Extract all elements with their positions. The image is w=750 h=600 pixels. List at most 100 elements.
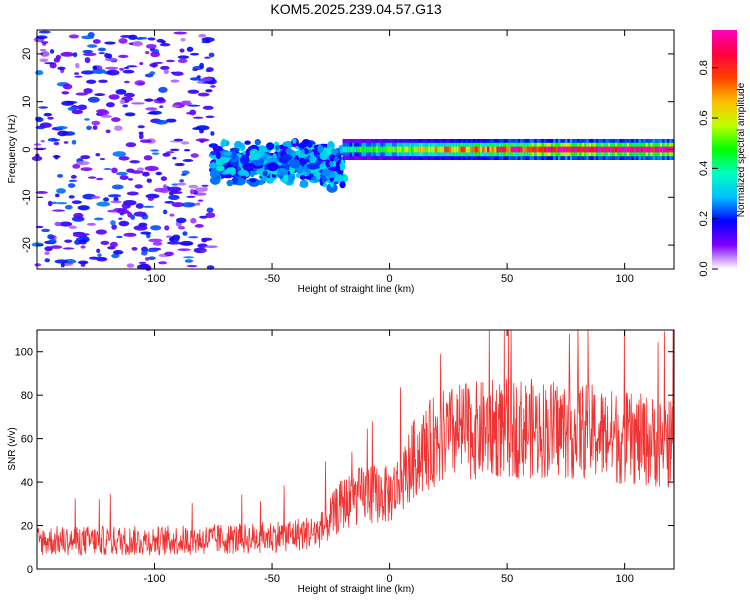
spectrogram-cell	[80, 245, 86, 249]
spectrogram-cell	[176, 182, 187, 186]
y-tick-label: 10	[21, 96, 33, 108]
spectrogram-cell	[165, 151, 175, 154]
spectrogram-cell	[624, 146, 628, 153]
spectrogram-cell	[44, 258, 51, 263]
spectrogram-cell	[188, 184, 199, 189]
y-tick-label: 60	[21, 434, 33, 446]
spectrogram-cell	[59, 221, 73, 227]
spectrogram-cell	[275, 144, 280, 151]
spectrogram-cell	[339, 162, 346, 171]
spectrogram-cell	[515, 146, 519, 153]
spectrogram-cell	[111, 167, 118, 174]
spectrogram-cell	[104, 41, 116, 45]
spectrogram-cell	[93, 217, 104, 221]
spectrogram-cell	[316, 174, 321, 180]
x-tick-label: 50	[501, 573, 513, 585]
spectrogram-cell	[174, 162, 185, 167]
spectrogram-cell	[479, 146, 483, 153]
spectrogram-cell	[144, 165, 159, 172]
spectrogram-cell	[205, 89, 213, 93]
spectrogram-cell	[221, 156, 226, 162]
spectrogram-cell	[458, 146, 462, 153]
spectrogram-cell	[99, 157, 106, 161]
spectrogram-cell	[92, 65, 98, 71]
spectrogram-cell	[460, 146, 464, 153]
spectrogram-cell	[330, 148, 339, 155]
spectrogram-cell	[652, 146, 656, 153]
spectrogram-cell	[489, 146, 493, 153]
spectrogram-cell	[584, 146, 588, 153]
spectrogram-cell	[124, 80, 130, 84]
spectrogram-cell	[201, 77, 213, 82]
spectrogram-cell	[67, 106, 76, 111]
spectrogram-cell	[84, 57, 91, 64]
spectrogram-cell	[110, 200, 122, 204]
spectrogram-cell	[442, 146, 445, 153]
spectrogram-cell	[231, 150, 237, 160]
spectrogram-cell	[134, 184, 143, 189]
spectrogram-cell	[612, 146, 616, 153]
spectrogram-cell	[205, 212, 216, 219]
snr-x-ticks: -100 -50 0 50 100	[144, 330, 634, 585]
spectrogram-noise-cells	[31, 30, 218, 271]
spectrogram-cell	[451, 146, 455, 153]
spectrogram-cell	[91, 120, 101, 126]
spectrogram-cell	[586, 146, 590, 153]
spectrogram-cell	[510, 146, 514, 153]
spectrogram-cell	[206, 67, 214, 73]
spectrogram-cell	[128, 34, 138, 40]
spectrogram-cell	[169, 148, 180, 152]
spectrogram-cell	[72, 232, 86, 238]
spectrogram-cell	[201, 184, 209, 187]
spectrogram-cell	[141, 246, 148, 253]
spectrogram-cell	[617, 146, 621, 153]
spectrogram-cell	[64, 204, 73, 210]
spectrogram-cell	[626, 146, 630, 153]
spectrogram-cell	[100, 240, 110, 246]
spectrogram-cell	[486, 146, 490, 153]
spectrogram-cell	[444, 146, 448, 153]
spectrogram-cell	[197, 243, 208, 248]
spectrogram-cell	[148, 238, 163, 243]
spectrogram-cell	[118, 220, 130, 227]
spectrogram-cell	[267, 157, 279, 164]
spectrogram-cell	[180, 173, 187, 176]
spectrogram-cell	[425, 146, 429, 153]
spectrogram-cell	[67, 183, 76, 188]
snr-xlabel: Height of straight line (km)	[298, 584, 415, 595]
spectrogram-cell	[629, 146, 632, 153]
spectrogram-cell	[105, 66, 119, 70]
colorbar: 0.0 0.2 0.4 0.6 0.8 Normalized spectral ampl…	[698, 30, 747, 277]
spectrogram-cell	[180, 141, 190, 145]
spectrogram-cell	[430, 146, 434, 153]
spectrogram-cell	[95, 229, 107, 235]
spectrogram-cell	[150, 51, 160, 58]
spectrogram-cell	[574, 146, 578, 153]
spectrogram-cell	[167, 241, 181, 245]
spectrogram-cell	[361, 146, 365, 153]
spectrogram-cell	[619, 146, 623, 153]
spectrogram-cell	[75, 62, 80, 69]
spectrogram-cell	[199, 215, 208, 219]
spectrogram-cell	[105, 129, 111, 134]
spectrogram-cell	[119, 99, 126, 105]
spectrogram-cell	[534, 146, 538, 153]
spectrogram-cell	[199, 128, 204, 134]
spectrogram-cell	[520, 146, 524, 153]
spectrogram-cell	[524, 146, 528, 153]
spectrogram-cell	[51, 201, 58, 204]
spectrogram-cell	[86, 125, 92, 131]
spectrogram-cell	[204, 56, 211, 59]
spectrogram-cell	[96, 177, 104, 181]
spectrogram-cell	[610, 146, 614, 153]
spectrogram-cell	[319, 151, 329, 161]
spectrogram-cell	[380, 146, 384, 153]
spectrogram-cell	[138, 36, 148, 40]
spectrogram-cell	[621, 146, 625, 153]
spectrogram-cell	[144, 98, 154, 102]
spectrogram-cell	[183, 149, 191, 152]
spectrogram-cell	[177, 225, 186, 230]
spectrogram-cell	[91, 196, 101, 199]
spectrogram-cell	[399, 146, 403, 153]
spectrogram-cell	[57, 130, 69, 137]
